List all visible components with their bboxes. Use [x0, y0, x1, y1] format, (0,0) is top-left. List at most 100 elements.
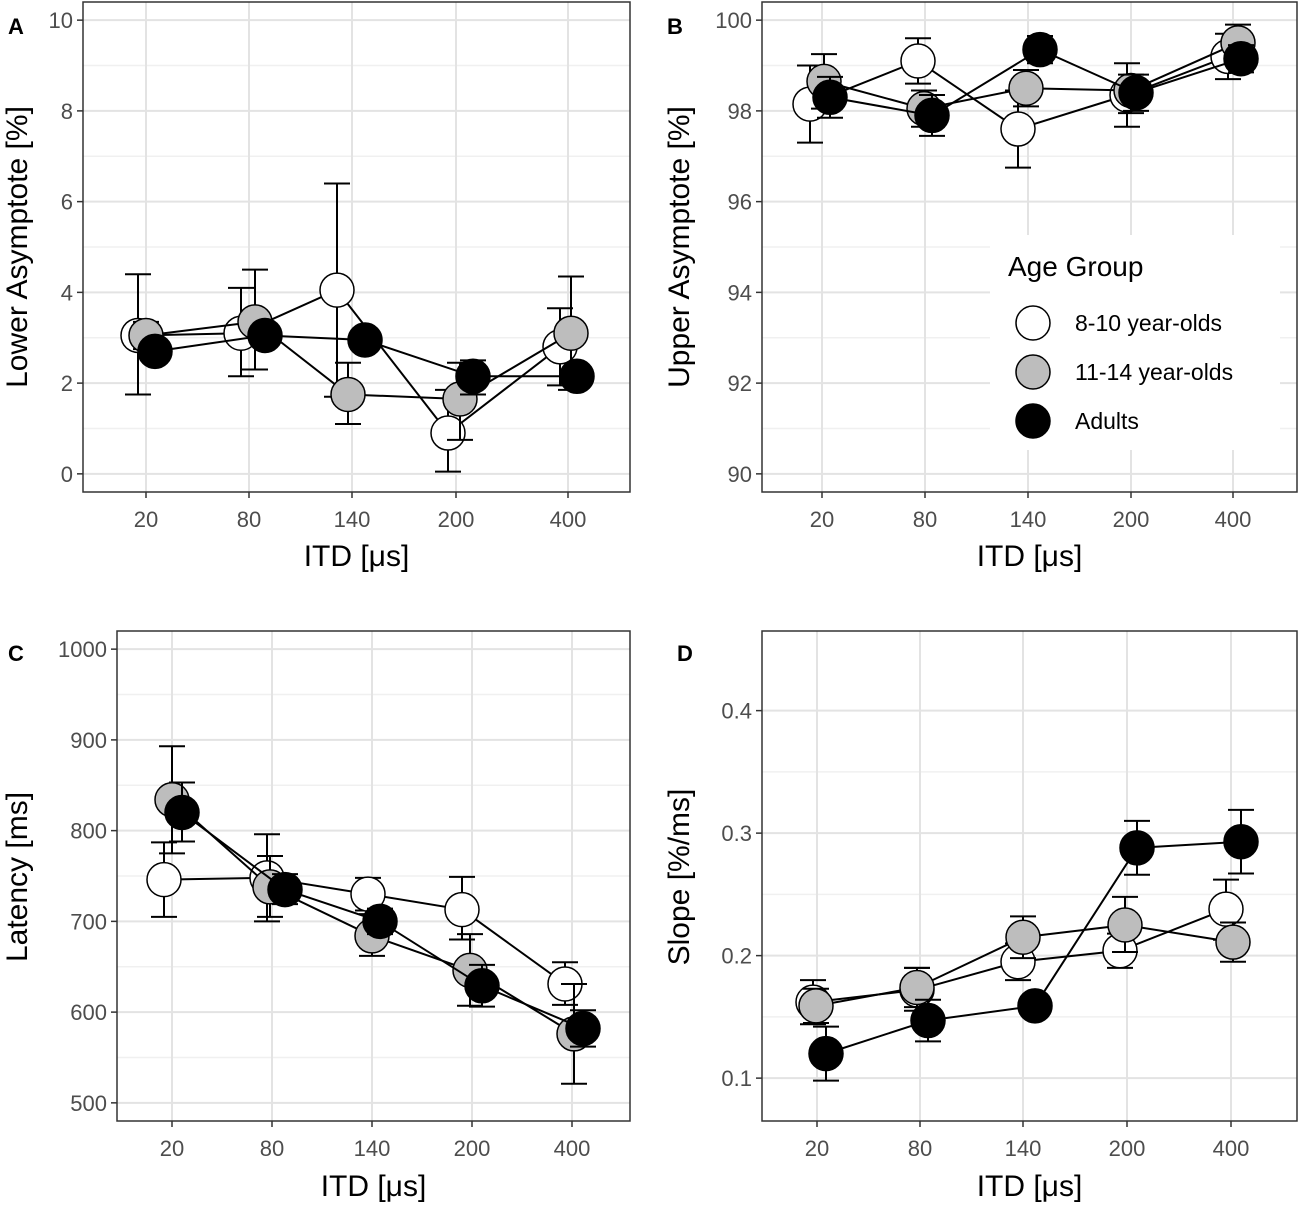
data-point [1000, 111, 1036, 147]
series-adults [812, 31, 1259, 137]
data-point [1119, 830, 1155, 866]
data-point [362, 903, 398, 940]
y-tick-label: 800 [70, 819, 107, 844]
data-point [1008, 70, 1044, 106]
data-point [164, 794, 200, 831]
data-point [330, 376, 366, 413]
series-8-10 [146, 833, 583, 1006]
x-axis-title: ITD [μs] [977, 540, 1083, 573]
data-point [267, 871, 303, 908]
x-tick-label: 20 [160, 1136, 184, 1161]
data-point [444, 891, 480, 928]
y-tick-label: 0.1 [721, 1066, 752, 1091]
data-point [565, 1010, 601, 1047]
x-tick-label: 400 [554, 1136, 591, 1161]
y-axis-title: Latency [ms] [1, 792, 34, 962]
series-adults [137, 317, 595, 396]
y-tick-label: 96 [728, 190, 752, 215]
data-point [464, 968, 500, 1004]
y-tick-label: 900 [70, 728, 107, 753]
y-axis-title: Lower Asymptote [%] [1, 106, 34, 388]
y-tick-label: 700 [70, 909, 107, 934]
series-adults [164, 781, 601, 1048]
plot-background [762, 631, 1297, 1121]
y-tick-label: 0 [61, 462, 73, 487]
legend-key [1015, 305, 1051, 341]
legend-label: 11-14 year-olds [1075, 359, 1233, 385]
y-tick-label: 0.4 [721, 699, 752, 724]
x-tick-label: 20 [805, 1136, 829, 1161]
data-point [1215, 924, 1251, 960]
data-point [910, 1002, 946, 1039]
y-tick-label: 1000 [58, 637, 107, 662]
panel-letter: D [677, 641, 693, 666]
panel-c: 500 600 700 800 900 1000 20 80 140 200 400 ITD [μs]… [1, 630, 631, 1203]
panel-frame [82, 1, 631, 493]
panel-d: 0.1 0.2 0.3 0.4 20 80 140 200 400 ITD [μs] Slope [… [663, 630, 1298, 1203]
data-point [455, 358, 491, 395]
x-tick-label: 200 [438, 507, 475, 532]
x-tick-label: 200 [1109, 1136, 1146, 1161]
legend-label: Adults [1075, 408, 1139, 434]
x-tick-label: 400 [1213, 1136, 1250, 1161]
x-tick-label: 80 [237, 507, 261, 532]
x-tick-label: 140 [1005, 1136, 1042, 1161]
y-tick-label: 98 [728, 99, 752, 124]
data-point [247, 317, 283, 354]
data-point [1223, 40, 1259, 77]
data-point [559, 358, 595, 395]
x-tick-label: 140 [334, 507, 371, 532]
x-tick-label: 20 [810, 507, 834, 532]
data-point [1208, 891, 1244, 927]
data-point [1005, 919, 1041, 955]
x-tick-label: 80 [260, 1136, 284, 1161]
legend-key [1015, 354, 1051, 390]
y-tick-label: 100 [715, 8, 752, 33]
x-axis-title: ITD [μs] [304, 540, 410, 573]
y-tick-label: 94 [728, 280, 752, 305]
data-point [430, 415, 466, 451]
data-point [1118, 74, 1154, 111]
panel-letter: C [8, 641, 24, 666]
panel-frame [761, 630, 1298, 1122]
x-tick-label: 200 [1113, 507, 1150, 532]
data-point [1022, 31, 1058, 68]
data-point [1223, 823, 1259, 860]
series-adults [808, 808, 1259, 1082]
x-tick-label: 80 [913, 507, 937, 532]
x-tick-label: 140 [1010, 507, 1047, 532]
y-axis-title: Slope [%/ms] [663, 789, 696, 966]
x-tick-label: 140 [354, 1136, 391, 1161]
data-point [798, 988, 834, 1024]
y-tick-label: 0.2 [721, 944, 752, 969]
legend-title: Age Group [1008, 251, 1143, 282]
series-11-14 [798, 895, 1251, 1024]
legend: Age Group 8-10 year-olds 11-14 year-olds Ad… [990, 235, 1280, 450]
data-point [347, 322, 383, 358]
y-tick-label: 10 [49, 8, 73, 33]
y-tick-label: 6 [61, 190, 73, 215]
y-tick-label: 90 [728, 462, 752, 487]
y-tick-label: 4 [61, 280, 73, 305]
data-point [812, 79, 848, 116]
data-point [808, 1035, 844, 1072]
y-tick-label: 92 [728, 371, 752, 396]
data-point [553, 315, 589, 351]
panel-a: 0 2 4 6 8 10 20 80 140 200 400 ITD [μs] Lower Asympt… [1, 1, 631, 573]
y-axis-title: Upper Asymptote [%] [663, 106, 696, 388]
x-tick-label: 20 [134, 507, 158, 532]
panel-frame [116, 630, 631, 1122]
x-tick-label: 400 [550, 507, 587, 532]
legend-label: 8-10 year-olds [1075, 310, 1222, 336]
y-tick-label: 0.3 [721, 821, 752, 846]
y-tick-label: 500 [70, 1091, 107, 1116]
y-tick-label: 8 [61, 99, 73, 124]
data-point [146, 861, 182, 898]
panel-frame [761, 1, 1298, 493]
legend-key [1015, 403, 1051, 439]
data-point [1107, 907, 1143, 943]
data-point [319, 272, 355, 308]
x-tick-label: 400 [1215, 507, 1252, 532]
